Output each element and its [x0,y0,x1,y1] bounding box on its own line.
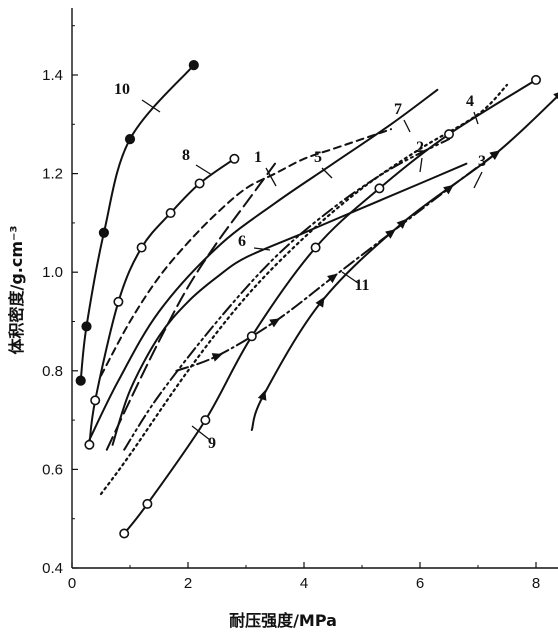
data-point [327,273,338,284]
y-ticks: 0.4 0.6 0.8 1.0 1.2 1.4 [42,25,78,577]
curve-label-10: 10 [114,81,130,98]
data-point [269,318,281,328]
curve-label-leader [419,157,423,173]
data-point [165,208,176,219]
x-tick-label: 4 [300,575,308,592]
series-4 [99,83,509,496]
curve-label-leader [473,111,479,125]
data-point [119,528,130,539]
curve-label-leader [141,99,161,113]
y-tick-label: 0.6 [42,461,63,478]
curve-label-leader [341,271,359,284]
curve-label-5: 5 [314,149,322,166]
curve-label-2: 2 [416,139,424,156]
curve-label-leader [403,119,411,133]
curve-label-3: 3 [478,153,486,170]
series-8 [84,153,240,450]
data-point [310,242,321,253]
data-point [229,153,240,164]
data-point [211,353,223,362]
curve-label-9: 9 [208,435,216,452]
curve-label-leader [195,164,213,176]
data-point [84,439,95,450]
curve-label-7: 7 [394,101,402,118]
curve-label-leader [473,171,483,189]
x-tick-label: 2 [184,575,192,592]
y-tick-label: 1.4 [42,67,63,84]
data-point [396,218,407,229]
data-point [489,150,501,160]
y-tick-label: 0.4 [42,560,63,577]
series-layer [75,60,558,539]
series-1 [105,162,276,451]
x-tick-label: 0 [68,575,76,592]
data-point [374,183,385,194]
data-point [200,415,211,426]
data-point [75,375,86,386]
series-line-7 [88,88,439,441]
series-10 [75,60,199,386]
series-line-10 [79,64,195,382]
curve-label-leader [265,167,277,187]
data-point [257,389,267,401]
curve-label-4: 4 [466,93,474,110]
data-point [113,296,124,307]
y-axis-title: 体积密度/g.cm⁻³ [7,226,26,355]
series-line-6 [111,162,468,446]
series-line-11 [250,94,558,431]
data-point [136,242,147,253]
series-11 [250,90,558,431]
x-tick-label: 6 [416,575,424,592]
data-point [98,227,110,238]
curve-label-leader [191,425,211,441]
data-point [124,133,136,145]
series-5 [100,128,392,377]
y-tick-label: 1.2 [42,166,63,183]
series-line-1 [105,162,276,451]
series-6 [111,162,468,446]
x-tick-label: 8 [532,575,540,592]
series-line-5 [100,128,392,377]
curve-label-11: 11 [354,277,369,294]
curve-label-8: 8 [182,147,190,164]
data-point [315,296,325,308]
data-point [443,129,454,140]
x-axis-title: 耐压强度/MPa [229,611,337,630]
series-line-4 [99,83,509,496]
curve-labels: 1 2 3 4 5 6 7 8 9 10 11 [114,81,486,452]
data-point [194,178,205,189]
data-point [530,74,541,85]
data-point [142,498,153,509]
curve-label-leader [253,247,271,251]
y-tick-label: 1.0 [42,264,63,281]
axes [71,8,558,569]
data-point [81,321,92,332]
data-point [90,395,101,406]
x-ticks: 0 2 4 6 8 [68,562,540,592]
series-7 [88,88,439,441]
curve-label-leader [321,167,333,179]
data-point [246,331,257,342]
curve-label-1: 1 [254,149,262,166]
data-point [188,60,199,71]
series-3 [175,150,501,372]
y-tick-label: 0.8 [42,363,63,380]
series-9 [119,74,541,539]
curve-label-6: 6 [238,233,246,250]
